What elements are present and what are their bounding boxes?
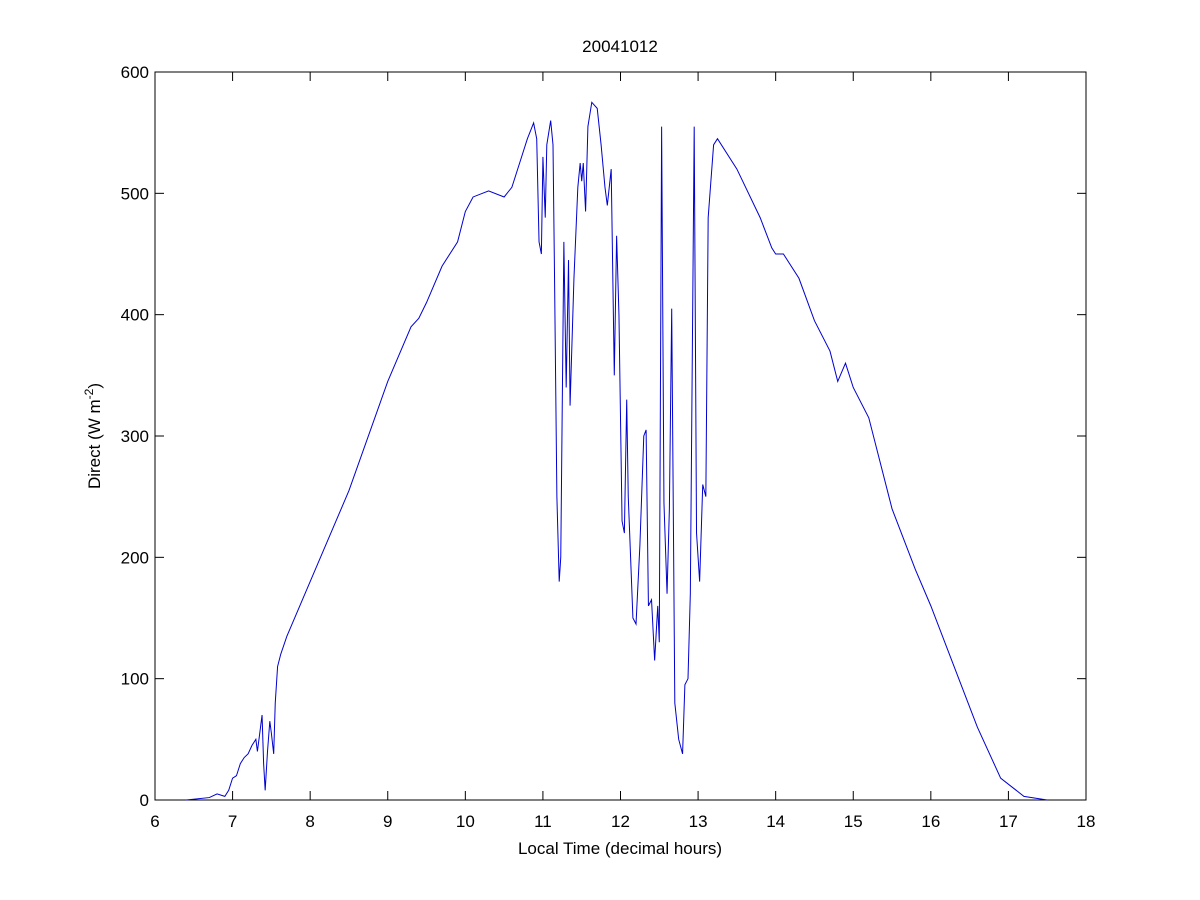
x-tick-label: 10	[456, 812, 475, 831]
y-axis-label: Direct (W m-2)	[82, 383, 104, 489]
x-tick-label: 11	[534, 812, 552, 831]
x-tick-label: 14	[766, 812, 785, 831]
y-tick-label: 400	[121, 306, 149, 325]
x-tick-label: 13	[689, 812, 708, 831]
x-tick-label: 17	[999, 812, 1018, 831]
x-tick-label: 12	[611, 812, 630, 831]
y-label-main: Direct (W m	[85, 399, 104, 489]
chart-title: 20041012	[582, 37, 658, 56]
y-tick-label: 200	[121, 548, 149, 567]
y-label-end: )	[85, 383, 104, 389]
y-tick-label: 100	[121, 670, 149, 689]
x-tick-label: 7	[228, 812, 237, 831]
x-tick-label: 8	[305, 812, 314, 831]
x-tick-label: 9	[383, 812, 392, 831]
y-tick-label: 500	[121, 184, 149, 203]
y-label-sup: -2	[82, 388, 96, 399]
x-tick-label: 16	[921, 812, 940, 831]
x-tick-label: 6	[150, 812, 159, 831]
x-tick-label: 18	[1077, 812, 1096, 831]
data-line	[185, 101, 1048, 801]
y-tick-label: 0	[140, 791, 149, 810]
y-tick-label: 300	[121, 427, 149, 446]
y-tick-label: 600	[121, 63, 149, 82]
x-tick-label: 15	[844, 812, 863, 831]
x-axis-label: Local Time (decimal hours)	[518, 839, 722, 858]
